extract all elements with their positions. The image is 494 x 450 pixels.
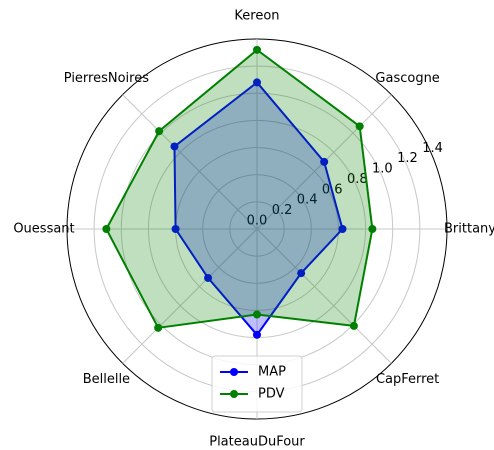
series-point [204,273,213,282]
r-tick-label: 0.0 [247,214,268,229]
series-point [355,122,364,131]
category-label: CapFerret [376,372,439,387]
r-tick-label: 0.4 [297,193,318,208]
r-tick-label: 0.8 [347,172,368,187]
series-point [253,78,261,87]
category-label: Bellelle [83,372,130,387]
category-label: PlateauDuFour [209,435,305,450]
spoke [122,94,258,230]
series-point [154,323,163,332]
legend-marker [230,390,238,398]
series-point [349,321,358,330]
spoke [256,228,392,364]
series-point [102,225,111,233]
legend-box [211,355,303,413]
category-label: Gascogne [375,71,439,86]
r-tick-label: 1.0 [372,162,393,177]
category-label: Ouessant [13,222,74,237]
series-point [368,225,377,233]
series-point [155,127,164,136]
legend: MAP PDV [211,355,303,413]
series-point [253,330,261,339]
series-point [338,225,347,233]
series-point [253,45,261,54]
category-label: Kereon [234,9,279,24]
series-point [253,310,261,319]
spoke [122,228,258,364]
series-point [171,225,180,233]
series-point [170,142,179,151]
legend-label: PDV [258,387,285,402]
r-tick-label: 1.4 [422,141,443,156]
series-point [297,269,306,278]
legend-label: MAP [258,365,286,380]
category-label: PierresNoires [64,71,149,86]
category-label: Brittany [444,222,494,237]
r-tick-label: 1.2 [397,151,418,166]
series-area [106,49,373,328]
r-tick-label: 0.2 [272,203,293,218]
legend-marker [230,368,238,376]
series-point [320,157,329,166]
